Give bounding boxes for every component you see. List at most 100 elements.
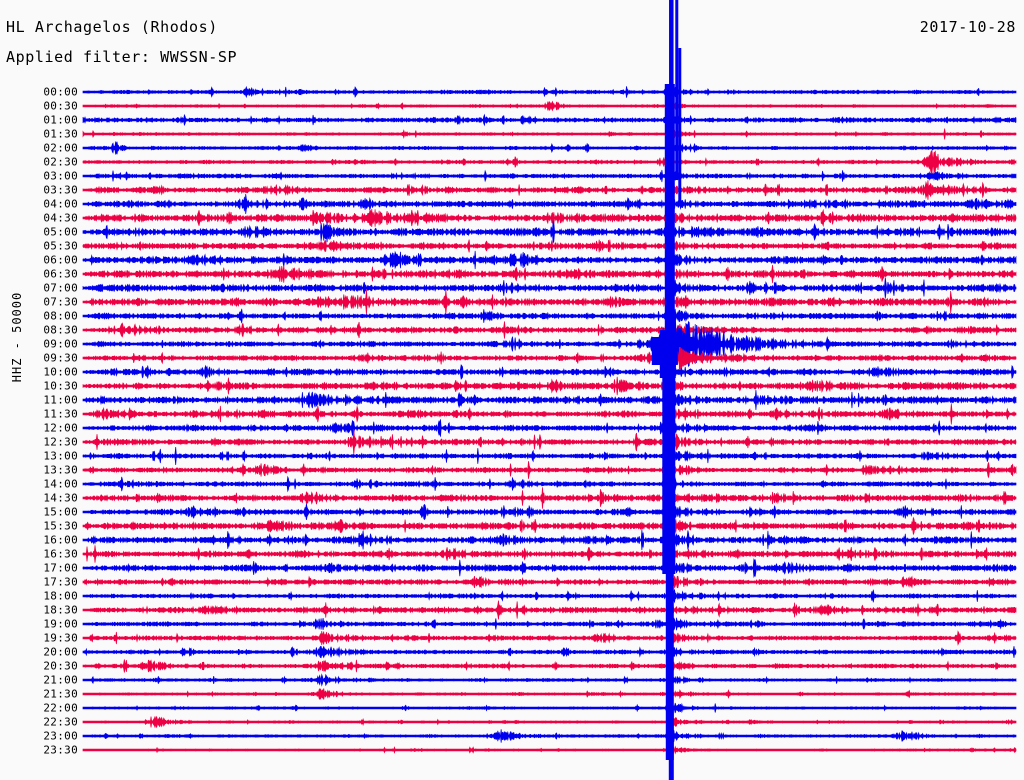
trace-2300 [82,729,1017,743]
major-event-bar [693,354,696,362]
row-time-label: 10:00 [43,365,78,379]
major-event-bar [701,356,704,360]
row-time-label: 14:00 [43,477,78,491]
trace-2000 [82,645,1017,659]
trace-1730 [82,575,1017,589]
row-time-label: 03:00 [43,169,78,183]
major-event-bar [678,328,681,360]
major-event-bar [686,335,689,353]
trace-1600 [82,529,1017,551]
row-time-label: 11:30 [43,407,78,421]
row-time-label: 17:00 [43,561,78,575]
major-event-bar [702,341,705,347]
major-event-bar [710,357,713,359]
major-event-bar [714,342,716,346]
major-event-bar [664,84,675,348]
major-event-bar [682,349,684,367]
row-time-label: 02:00 [43,141,78,155]
row-time-label: 13:30 [43,463,78,477]
major-event-bar [685,351,688,365]
major-event-bar [707,342,710,346]
trace-1330 [82,461,1017,479]
major-event-bar [709,342,712,346]
major-event-bar [688,336,691,352]
major-event-bar [678,347,681,369]
major-event-bar [688,353,691,363]
trace-0030 [82,100,1017,112]
row-time-label: 20:00 [43,645,78,659]
trace-0430 [82,208,1017,228]
major-event-bar [691,354,694,362]
trace-0230 [82,150,1017,174]
row-time-label: 19:30 [43,631,78,645]
major-event-bar [717,357,720,359]
row-time-label: 06:00 [43,253,78,267]
trace-1900 [82,617,1017,631]
row-time-label: 02:30 [43,155,78,169]
major-event-bar [691,337,694,351]
major-event-column [651,0,728,780]
major-event-bar [675,0,679,180]
row-time-label: 21:00 [43,673,78,687]
trace-0500 [82,220,1017,244]
row-time-label: 00:00 [43,85,78,99]
filter-label: Applied filter: WWSSN-SP [6,48,238,66]
row-time-label: 12:30 [43,435,78,449]
major-event-bar [710,342,713,346]
row-time-label: 12:00 [43,421,78,435]
trace-0800 [82,308,1017,324]
trace-1830 [82,600,1017,620]
row-time-label: 23:00 [43,729,78,743]
date-label: 2017-10-28 [919,18,1016,36]
major-event-bar [715,342,718,346]
trace-0830 [82,321,1017,339]
major-event-bar [714,357,716,359]
row-time-label: 04:00 [43,197,78,211]
row-time-label: 10:30 [43,379,78,393]
row-time-label: 03:30 [43,183,78,197]
trace-1200 [82,419,1017,437]
row-time-label: 22:30 [43,715,78,729]
major-event-bar [699,340,702,348]
major-event-bar [690,336,692,352]
trace-1800 [82,588,1017,604]
major-event-bar [694,339,697,349]
trace-0330 [82,180,1017,200]
trace-1000 [82,361,1017,383]
major-event-bar [680,348,683,368]
trace-1930 [82,630,1017,646]
major-event-bar [698,355,700,361]
major-event-bar [702,356,705,360]
row-time-label: 11:00 [43,393,78,407]
major-event-bar [725,343,728,345]
trace-0700 [82,277,1017,299]
major-event-bar [712,357,715,359]
trace-2330 [82,745,1017,755]
trace-2200 [82,702,1017,714]
major-event-bar [696,355,699,361]
trace-0630 [82,264,1017,284]
row-time-label: 19:00 [43,617,78,631]
major-event-bar [722,343,724,345]
trace-0600 [82,250,1017,270]
trace-1500 [82,503,1017,521]
row-time-label: 05:00 [43,225,78,239]
major-event-bar [699,356,702,360]
major-event-bar [693,338,696,350]
trace-2230 [82,715,1017,729]
trace-1300 [82,446,1017,466]
page-title: HL Archagelos (Rhodos) [6,18,218,36]
row-time-label: 15:30 [43,519,78,533]
major-event-bar [706,341,708,347]
row-time-label: 06:30 [43,267,78,281]
trace-1230 [82,429,1017,455]
row-time-label: 01:00 [43,113,78,127]
trace-0100 [82,113,1017,127]
major-event-bar [686,352,689,364]
major-event-bar [683,350,686,366]
trace-1530 [82,516,1017,536]
trace-0730 [82,289,1017,315]
major-event-bar [704,341,707,347]
row-time-label: 07:00 [43,281,78,295]
